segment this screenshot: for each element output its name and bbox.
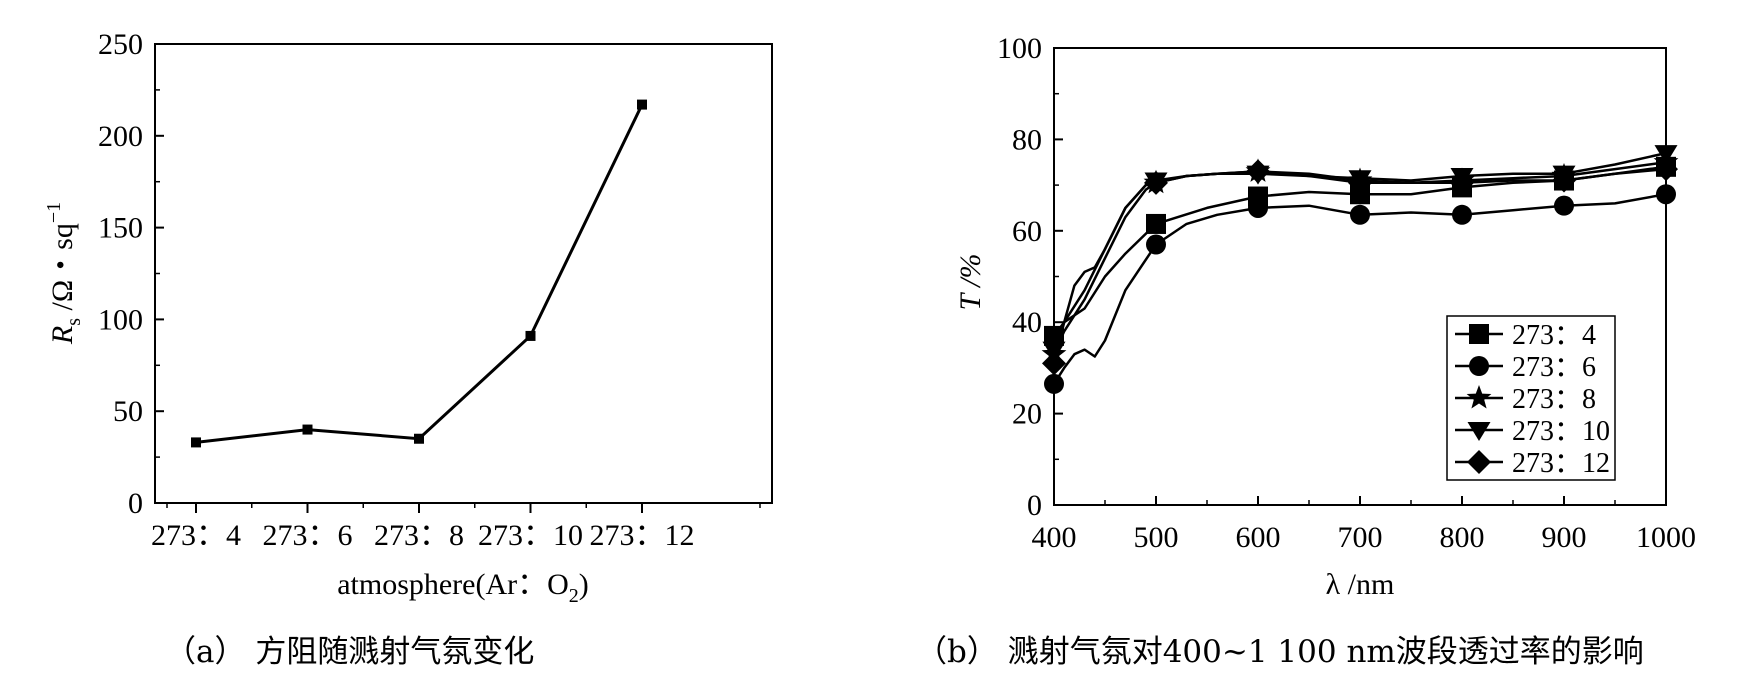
y-tick-label: 100 (98, 303, 143, 336)
chart-b-x-axis-label: λ /nm (1326, 568, 1395, 601)
chart-a-y-axis: 0 50 100 150 200 250 (98, 28, 164, 520)
data-point (1654, 157, 1678, 182)
x-tick-label: 400 (1032, 521, 1077, 554)
data-point (1450, 170, 1474, 195)
x-tick-label: 1000 (1636, 521, 1696, 554)
series (1042, 157, 1678, 376)
data-point (1044, 373, 1064, 394)
chart-b: 0 20 40 60 80 100 400 500 600 700 800 900 1000 T /%… (954, 32, 1696, 601)
data-point (525, 330, 536, 341)
y-tick-label: 80 (1012, 123, 1042, 156)
data-point (1452, 204, 1472, 225)
chart-b-y-axis: 0 20 40 60 80 100 (997, 32, 1063, 522)
chart-b-y-axis-label: T /% (954, 254, 987, 311)
legend-marker (1469, 356, 1489, 376)
x-tick-label: 273：10 (478, 519, 583, 552)
data-point (1146, 234, 1166, 255)
data-point (637, 99, 647, 110)
series (1044, 184, 1676, 394)
data-point (1042, 351, 1066, 376)
legend-label: 273：8 (1512, 384, 1596, 415)
x-tick-label: 600 (1236, 521, 1281, 554)
x-tick-label: 700 (1338, 521, 1383, 554)
data-point (1246, 159, 1270, 184)
y-tick-label: 40 (1012, 306, 1042, 339)
chart-a-y-axis-label: Rs /Ω・sq−1 (43, 202, 85, 345)
data-point (1350, 204, 1370, 225)
y-tick-label: 60 (1012, 215, 1042, 248)
caption-a: （a） 方阻随溅射气氛变化 (165, 634, 535, 670)
y-tick-label: 250 (98, 28, 143, 61)
chart-a-points (191, 99, 647, 448)
x-tick-label: 273：8 (374, 519, 464, 552)
chart-b-series (1041, 145, 1679, 394)
data-point (1554, 195, 1574, 216)
data-point (414, 433, 424, 444)
chart-b-x-axis: 400 500 600 700 800 900 1000 (1032, 496, 1696, 554)
data-point (302, 424, 313, 435)
data-point (191, 437, 201, 448)
legend-label: 273：4 (1512, 320, 1596, 351)
legend-label: 273：6 (1512, 352, 1596, 383)
data-point (1656, 184, 1676, 205)
data-point (1654, 145, 1678, 165)
data-point (1042, 341, 1066, 361)
x-tick-label: 273：4 (151, 519, 241, 552)
x-tick-label: 500 (1134, 521, 1179, 554)
legend-label: 273：10 (1512, 416, 1610, 447)
chart-a-plot-frame (154, 43, 773, 504)
y-tick-label: 0 (1027, 489, 1042, 522)
y-tick-label: 100 (997, 32, 1042, 65)
series-line (1052, 192, 1667, 385)
data-point (1348, 170, 1372, 195)
legend-marker (1467, 450, 1491, 474)
chart-a: 0 50 100 150 200 250 273：4 273：6 273：8 273：10 273… (43, 28, 773, 607)
data-point (1248, 197, 1268, 218)
caption-b: （b） 溅射气氛对400~1 100 nm波段透过率的影响 (916, 634, 1644, 670)
x-tick-label: 900 (1542, 521, 1587, 554)
chart-a-x-axis: 273：4 273：6 273：8 273：10 273：12 (151, 503, 761, 552)
chart-a-x-axis-label: atmosphere(Ar：O2) (337, 568, 589, 607)
y-tick-label: 20 (1012, 398, 1042, 431)
x-tick-label: 273：6 (263, 519, 353, 552)
data-point (1552, 168, 1576, 193)
y-tick-label: 50 (113, 395, 143, 428)
legend-marker (1466, 385, 1492, 409)
y-tick-label: 150 (98, 212, 143, 245)
data-point (1144, 170, 1168, 195)
legend-label: 273：12 (1512, 448, 1610, 479)
series-line (1052, 167, 1667, 364)
x-tick-label: 800 (1440, 521, 1485, 554)
y-tick-label: 200 (98, 120, 143, 153)
chart-a-series-line (195, 103, 644, 444)
data-point (1146, 213, 1166, 234)
legend-marker (1469, 324, 1489, 344)
x-tick-label: 273：12 (590, 519, 695, 552)
legend-marker (1467, 422, 1491, 441)
y-tick-label: 0 (128, 487, 143, 520)
